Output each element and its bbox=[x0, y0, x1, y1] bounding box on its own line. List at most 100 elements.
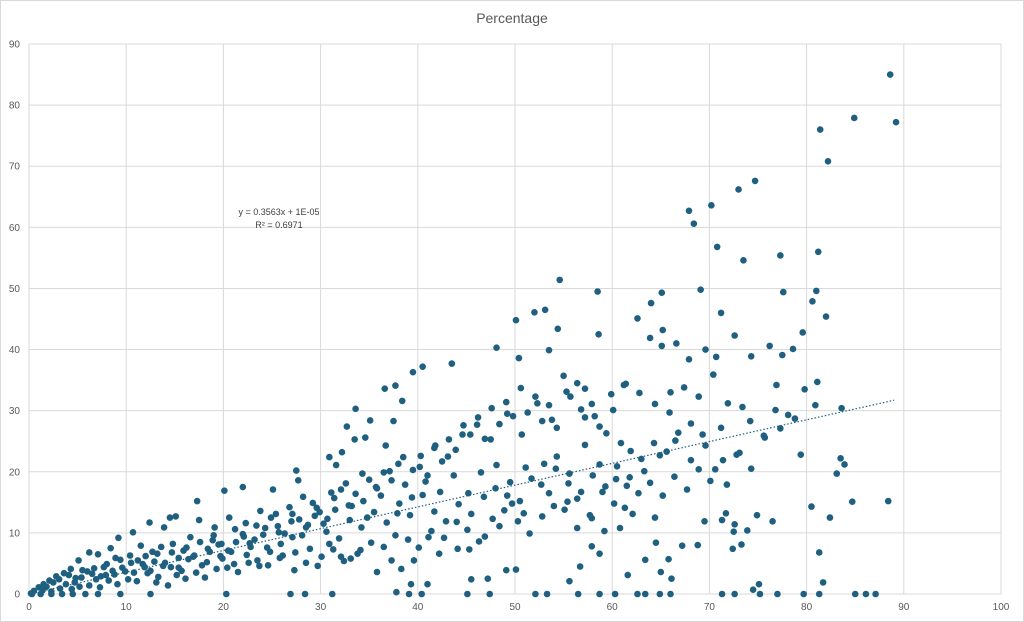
data-point bbox=[658, 289, 666, 297]
data-point bbox=[467, 510, 475, 518]
data-point bbox=[838, 404, 845, 412]
data-point bbox=[502, 566, 510, 574]
data-point bbox=[274, 522, 282, 530]
data-point bbox=[259, 531, 267, 539]
data-point bbox=[690, 220, 698, 227]
data-point bbox=[784, 411, 792, 419]
data-point bbox=[105, 577, 113, 584]
data-point bbox=[512, 566, 520, 573]
data-point bbox=[55, 576, 63, 583]
data-point bbox=[431, 444, 438, 452]
data-point bbox=[837, 455, 844, 462]
data-point bbox=[779, 288, 787, 296]
data-point bbox=[777, 425, 784, 432]
data-point bbox=[646, 479, 654, 487]
data-point bbox=[552, 465, 560, 473]
data-point bbox=[71, 579, 78, 586]
data-point bbox=[815, 590, 823, 598]
data-point bbox=[204, 545, 212, 553]
data-point bbox=[672, 437, 679, 444]
data-point bbox=[419, 363, 426, 370]
data-point bbox=[454, 545, 461, 553]
data-point bbox=[291, 566, 298, 574]
data-point bbox=[481, 435, 489, 443]
data-point bbox=[588, 400, 596, 408]
data-point bbox=[814, 248, 822, 256]
data-point bbox=[736, 449, 743, 457]
y-tick-label: 90 bbox=[9, 40, 21, 51]
data-point bbox=[133, 577, 141, 585]
data-point bbox=[566, 577, 573, 585]
data-point bbox=[390, 417, 397, 425]
data-point bbox=[851, 590, 859, 598]
data-point bbox=[146, 519, 153, 526]
data-point bbox=[769, 517, 776, 525]
data-point bbox=[702, 442, 709, 449]
data-point bbox=[373, 484, 381, 492]
data-point bbox=[424, 472, 431, 479]
data-point bbox=[892, 118, 900, 126]
data-point bbox=[694, 541, 702, 549]
data-point bbox=[699, 431, 706, 438]
data-point bbox=[603, 429, 610, 437]
data-point bbox=[195, 516, 203, 524]
x-tick-label: 90 bbox=[898, 602, 910, 613]
data-point bbox=[683, 486, 691, 493]
data-point bbox=[502, 398, 510, 406]
data-point bbox=[475, 538, 483, 545]
data-point bbox=[141, 563, 148, 571]
data-point bbox=[473, 421, 481, 429]
data-point bbox=[601, 527, 608, 535]
data-point bbox=[160, 524, 168, 531]
data-point bbox=[659, 492, 667, 499]
data-point bbox=[656, 590, 664, 598]
data-point bbox=[272, 510, 280, 518]
data-point bbox=[809, 297, 816, 305]
data-point bbox=[332, 461, 340, 469]
data-point bbox=[581, 385, 589, 392]
data-point bbox=[425, 533, 432, 541]
data-point bbox=[496, 522, 503, 530]
data-point bbox=[489, 515, 496, 523]
data-point bbox=[636, 389, 643, 397]
data-point bbox=[126, 552, 134, 559]
data-point bbox=[127, 559, 135, 567]
data-point bbox=[388, 557, 395, 564]
data-point bbox=[256, 562, 263, 570]
data-point bbox=[528, 475, 535, 482]
data-point bbox=[302, 559, 310, 567]
data-point bbox=[311, 512, 319, 520]
data-point bbox=[744, 527, 751, 534]
x-tick-label: 10 bbox=[121, 602, 133, 613]
data-point bbox=[306, 545, 314, 553]
data-point bbox=[351, 436, 358, 443]
data-point bbox=[76, 583, 83, 590]
data-point bbox=[395, 460, 402, 468]
data-point bbox=[326, 453, 333, 461]
x-tick-label: 50 bbox=[509, 602, 521, 613]
data-point bbox=[328, 590, 336, 598]
data-point bbox=[538, 417, 546, 425]
data-point bbox=[641, 590, 649, 598]
data-point bbox=[347, 555, 355, 562]
data-point bbox=[230, 560, 238, 568]
data-point bbox=[422, 478, 429, 485]
data-point bbox=[442, 517, 450, 525]
data-point bbox=[223, 590, 230, 598]
data-point bbox=[68, 585, 76, 593]
y-tick-label: 20 bbox=[9, 467, 21, 478]
data-point bbox=[731, 521, 738, 528]
data-point bbox=[541, 306, 549, 314]
data-point bbox=[343, 423, 351, 430]
data-point bbox=[565, 480, 572, 487]
data-point bbox=[335, 535, 343, 542]
data-point bbox=[553, 424, 561, 432]
data-point bbox=[609, 406, 617, 414]
data-point bbox=[245, 559, 252, 567]
data-point bbox=[292, 549, 299, 556]
chart-title: Percentage bbox=[476, 10, 548, 26]
data-point bbox=[730, 528, 737, 535]
data-point bbox=[388, 477, 395, 484]
data-point bbox=[665, 555, 672, 563]
data-point bbox=[623, 482, 631, 490]
